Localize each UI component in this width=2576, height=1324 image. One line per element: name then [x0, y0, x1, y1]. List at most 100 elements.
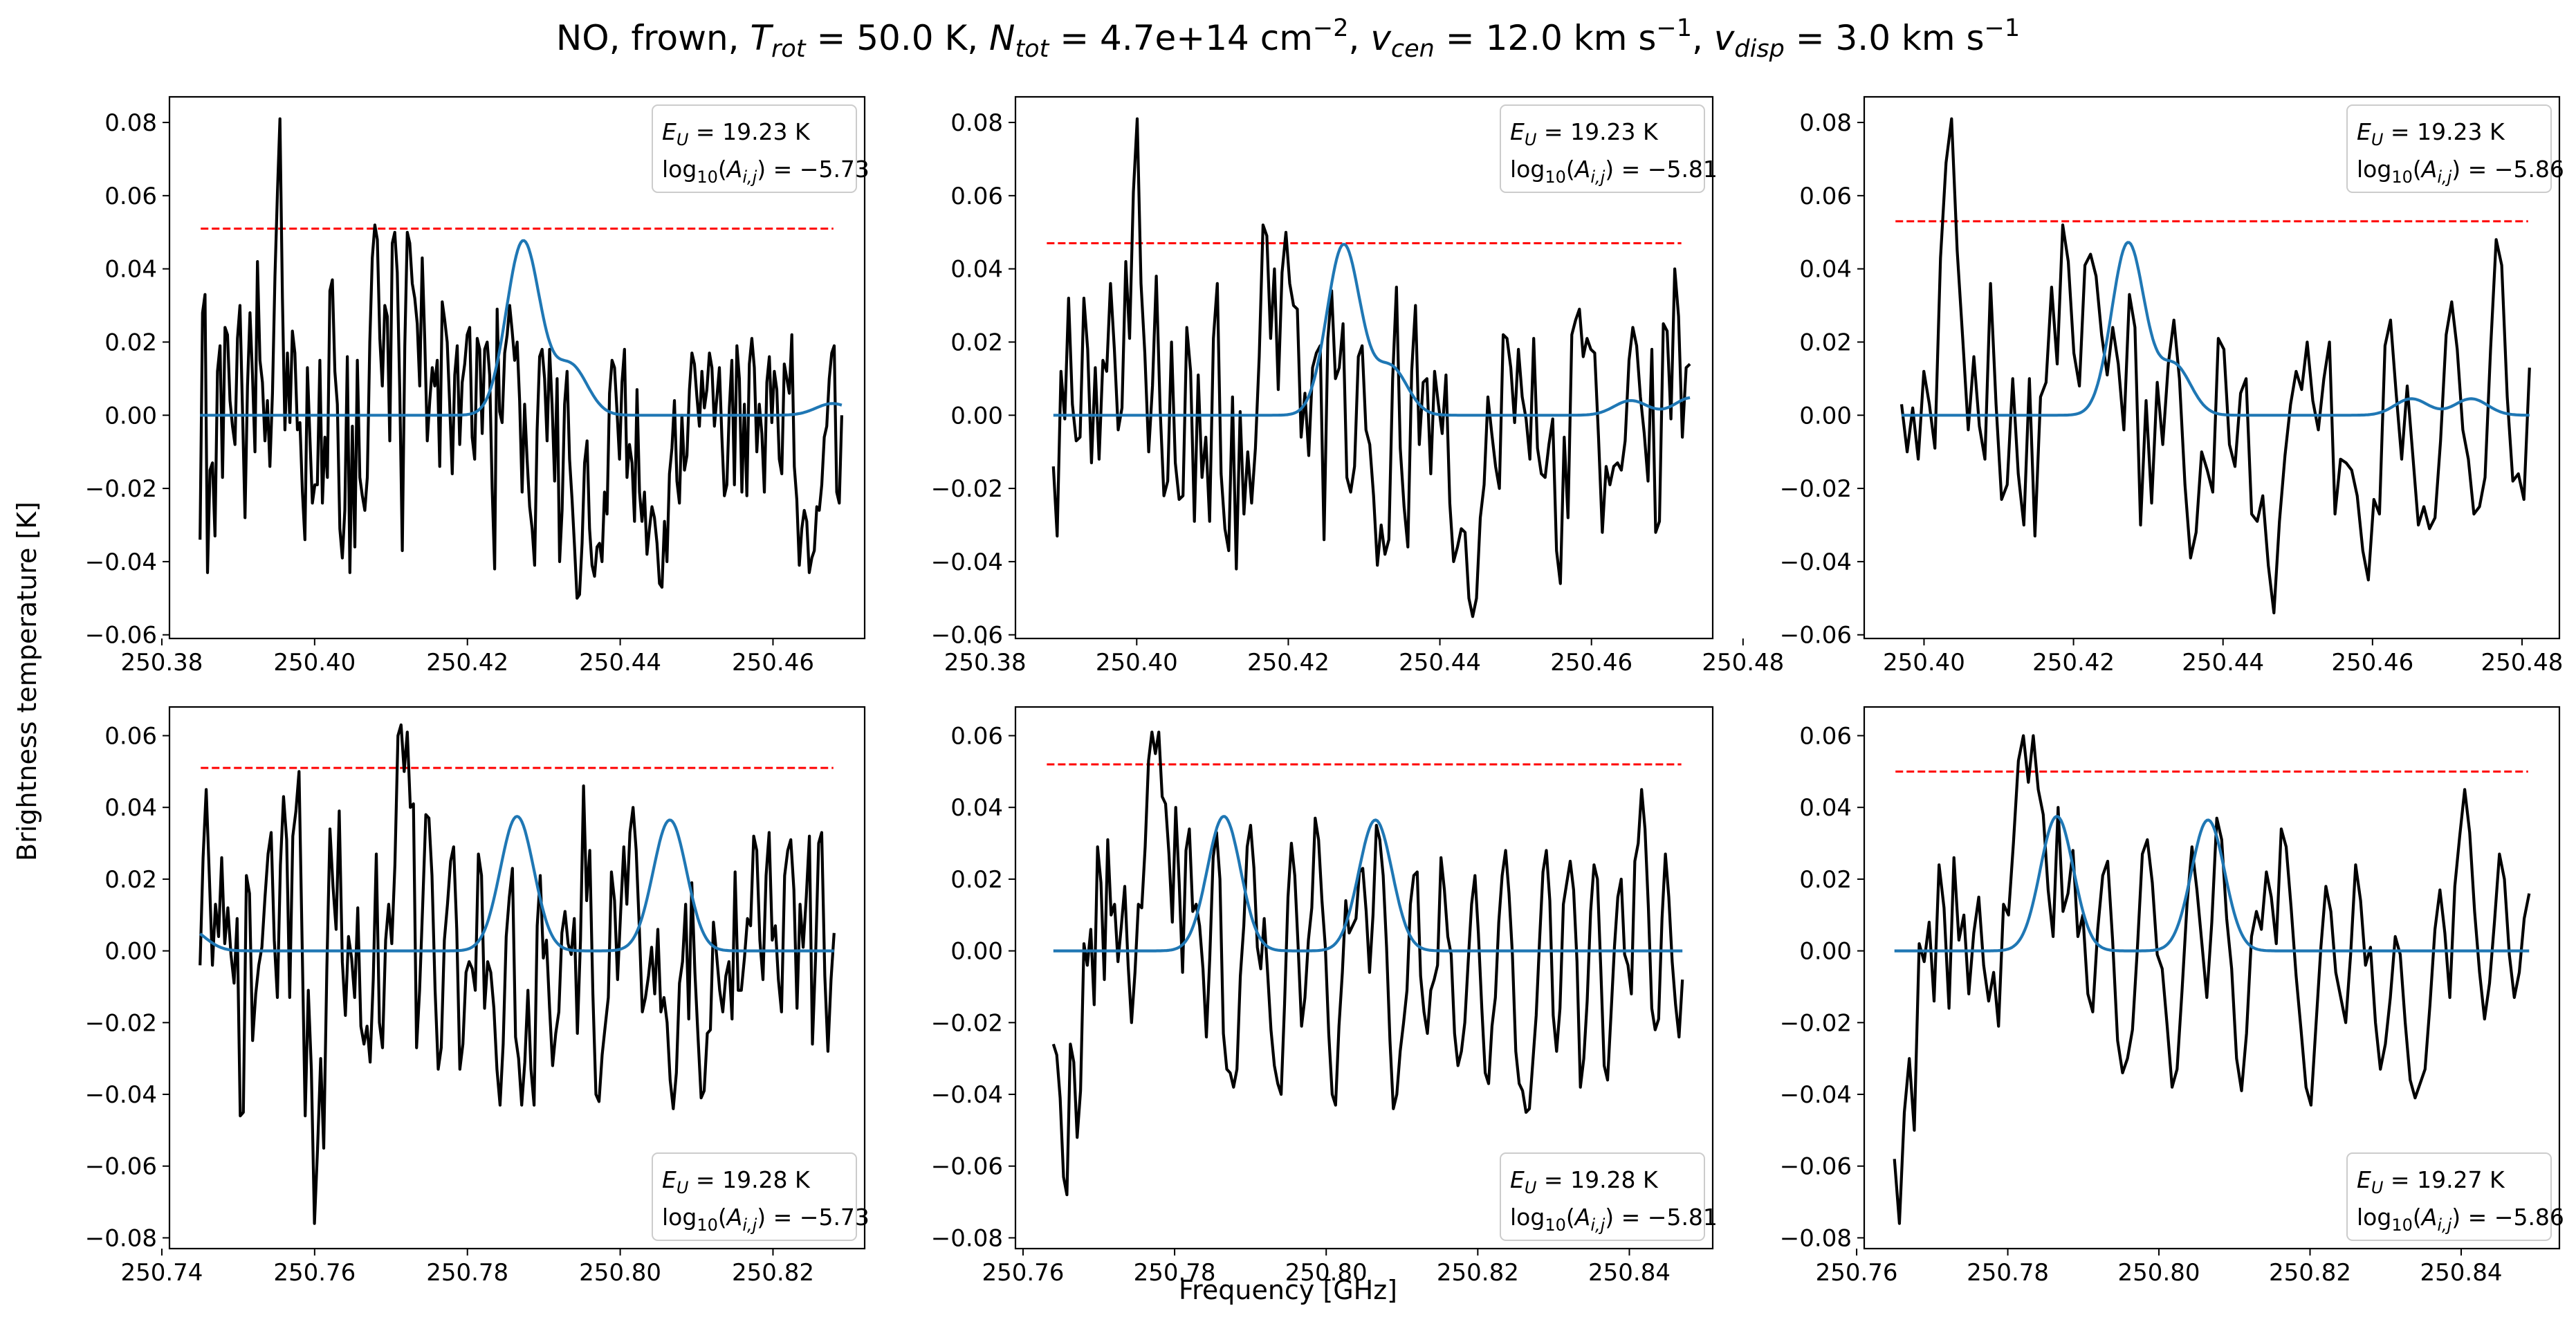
x-tick-label: 250.38 [944, 649, 1027, 677]
y-tick-label: 0.02 [950, 866, 1003, 894]
observed-spectrum-line [1051, 730, 1684, 1197]
axes-frame [1863, 95, 2561, 640]
x-tick-label: 250.80 [579, 1259, 661, 1287]
axes-frame [168, 95, 866, 640]
panel-bottom-right: 250.76 250.78 250.80 250.82 250.84 −0.08 −0.06… [1780, 706, 2564, 1287]
legend-box: EU = 19.28 K log10(Ai,j) = −5.81 [1500, 1152, 1718, 1241]
panels-group: 250.38 250.40 250.42 250.44 250.46 −0.06 −0.04… [85, 95, 2564, 1287]
x-tick-label: 250.82 [1437, 1259, 1519, 1287]
x-tick-label: 250.40 [1096, 649, 1178, 677]
x-tick-label: 250.76 [982, 1259, 1064, 1287]
legend-frame [652, 1152, 857, 1241]
y-tick-label: −0.04 [931, 549, 1003, 576]
x-tick-label: 250.78 [1134, 1259, 1216, 1287]
x-tick-label: 250.42 [1247, 649, 1330, 677]
legend-log-a-value: −5.86 [2494, 156, 2564, 183]
model-spectrum-line [1053, 243, 1691, 417]
x-tick-label: 250.80 [2118, 1259, 2200, 1287]
y-tick-label: 0.00 [104, 402, 157, 430]
title-vcen-exp: −1 [1656, 15, 1692, 42]
x-tick-label: 250.46 [2331, 649, 2413, 677]
legend-eu: EU = 19.23 K [2357, 118, 2505, 149]
axes-frame [1014, 95, 1714, 640]
x-tick-label: 250.40 [273, 649, 356, 677]
y-tick-label: 0.04 [1799, 256, 1852, 284]
panel-bottom-left: 250.74 250.76 250.78 250.80 250.82 −0.08 −0.06… [85, 706, 870, 1287]
legend-eu: EU = 19.27 K [2357, 1166, 2505, 1197]
legend-log-a: log10(Ai,j) = −5.73 [662, 1204, 870, 1235]
model-spectrum-line [1894, 815, 2530, 953]
y-tick-label: 0.06 [1799, 722, 1852, 750]
title-vcen: 12.0 km s [1486, 18, 1657, 58]
legend-eu: EU = 19.23 K [1510, 118, 1659, 149]
legend-log-a-value: −5.86 [2494, 1204, 2564, 1231]
y-tick-label: 0.04 [950, 256, 1003, 284]
legend-box: EU = 19.23 K log10(Ai,j) = −5.73 [652, 104, 870, 193]
figure-title: NO, frown, Trot = 50.0 K, Ntot = 4.7e+14… [556, 15, 2020, 63]
y-tick-label: −0.06 [1780, 622, 1852, 650]
model-spectrum-line [199, 815, 834, 953]
y-tick-label: −0.04 [85, 1081, 157, 1109]
legend-log-a: log10(Ai,j) = −5.73 [662, 156, 870, 187]
y-tick-label: 0.02 [104, 329, 157, 356]
y-tick-label: 0.04 [950, 794, 1003, 822]
x-tick-label: 250.46 [1550, 649, 1632, 677]
x-tick-label: 250.84 [2420, 1259, 2503, 1287]
y-tick-label: 0.02 [1799, 329, 1852, 356]
legend-eu-value: 19.23 K [2417, 118, 2505, 145]
y-tick-label: −0.08 [85, 1224, 157, 1252]
x-tick-label: 250.48 [1702, 649, 1784, 677]
legend-frame [2346, 104, 2552, 193]
y-axis-label: Brightness temperature [K] [12, 502, 42, 861]
y-tick-label: 0.00 [950, 938, 1003, 966]
model-spectrum-line [200, 239, 843, 417]
legend-eu-value: 19.28 K [1570, 1166, 1659, 1193]
x-tick-label: 250.44 [2182, 649, 2264, 677]
legend-box: EU = 19.23 K log10(Ai,j) = −5.81 [1500, 104, 1718, 193]
legend-eu-value: 19.23 K [722, 118, 811, 145]
y-tick-label: 0.08 [104, 109, 157, 137]
y-tick-label: 0.00 [950, 402, 1003, 430]
y-tick-label: −0.02 [85, 1009, 157, 1037]
y-tick-label: −0.06 [85, 622, 157, 650]
model-spectrum-line [1053, 815, 1683, 953]
panel-top-middle: 250.38 250.40 250.42 250.44 250.46 250.48 −0.0… [931, 95, 1784, 677]
y-tick-label: −0.04 [1780, 549, 1852, 576]
y-tick-label: 0.04 [1799, 794, 1852, 822]
axes-frame [1863, 706, 2561, 1250]
x-tick-label: 250.78 [1967, 1259, 2049, 1287]
observed-spectrum-line [1893, 734, 2531, 1225]
y-tick-label: 0.04 [104, 256, 157, 284]
title-ntot-exp: −2 [1313, 15, 1349, 42]
legend-eu: EU = 19.23 K [662, 118, 811, 149]
observed-spectrum-line [199, 117, 843, 600]
x-tick-label: 250.42 [2032, 649, 2115, 677]
x-tick-label: 250.74 [120, 1259, 203, 1287]
y-tick-label: −0.04 [1780, 1081, 1852, 1109]
legend-log-a-value: −5.81 [1648, 156, 1718, 183]
y-tick-label: −0.02 [1780, 475, 1852, 503]
legend-eu-value: 19.28 K [722, 1166, 811, 1193]
x-tick-label: 250.84 [1588, 1259, 1671, 1287]
x-axis-label: Frequency [GHz] [1179, 1275, 1397, 1305]
title-vdisp: 3.0 km s [1835, 18, 1984, 58]
y-tick-label: −0.08 [1780, 1224, 1852, 1252]
x-tick-label: 250.76 [273, 1259, 356, 1287]
title-vdisp-exp: −1 [1985, 15, 2021, 42]
y-tick-label: 0.02 [1799, 866, 1852, 894]
legend-eu-value: 19.27 K [2417, 1166, 2505, 1193]
legend-log-a-value: −5.73 [800, 156, 870, 183]
legend-log-a: log10(Ai,j) = −5.86 [2357, 1204, 2564, 1235]
x-tick-label: 250.80 [1285, 1259, 1368, 1287]
x-tick-label: 250.76 [1816, 1259, 1898, 1287]
x-tick-label: 250.42 [426, 649, 508, 677]
y-tick-label: 0.02 [950, 329, 1003, 356]
legend-eu-value: 19.23 K [1570, 118, 1659, 145]
title-trot: 50.0 K [856, 18, 968, 58]
y-tick-label: 0.00 [1799, 402, 1852, 430]
title-species: NO, frown [556, 18, 728, 58]
y-tick-label: −0.02 [85, 475, 157, 503]
y-tick-label: −0.06 [85, 1153, 157, 1181]
y-tick-label: 0.06 [104, 722, 157, 750]
